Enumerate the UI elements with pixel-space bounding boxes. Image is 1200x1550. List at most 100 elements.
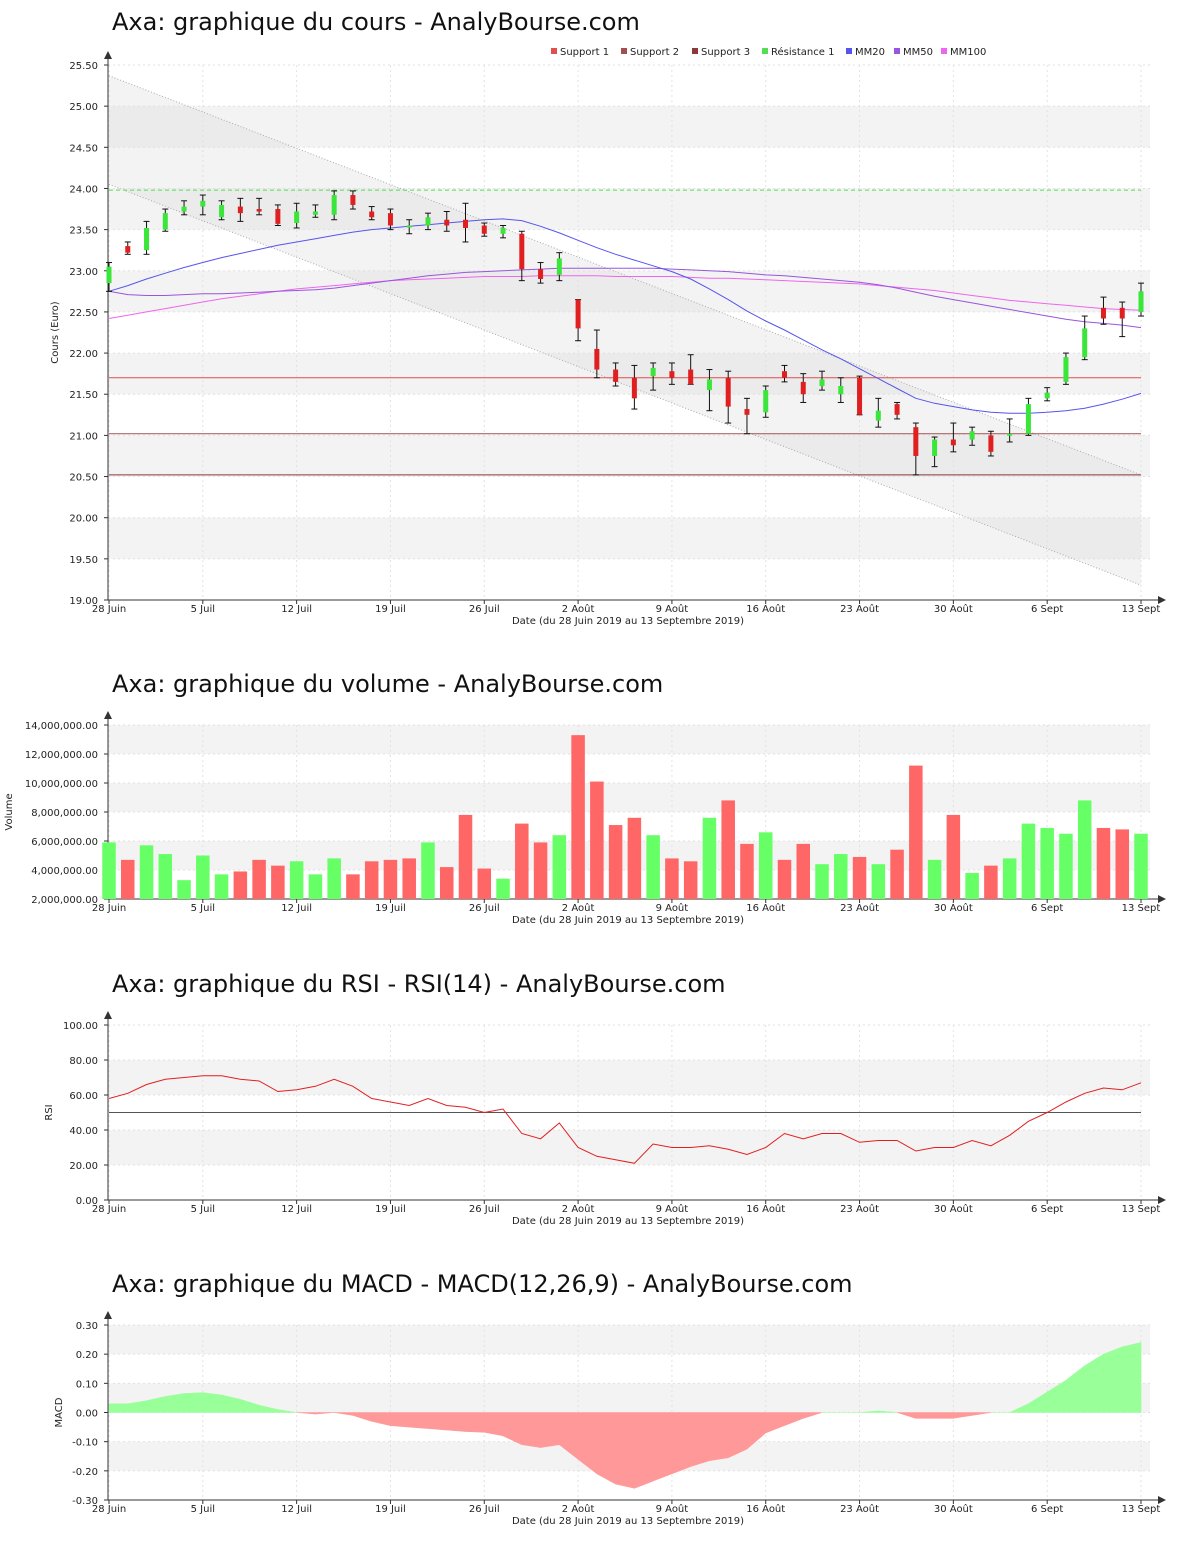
candle-body [1007, 433, 1013, 436]
candle-body [1100, 307, 1106, 319]
x-tick-label: 26 Juil [469, 903, 500, 914]
volume-bar [815, 864, 829, 899]
candle-body [669, 371, 675, 378]
x-tick-label: 28 Juin [92, 1204, 126, 1215]
candle-body [144, 227, 150, 251]
candle-body [913, 427, 919, 456]
candle-body [894, 404, 900, 415]
y-tick-label: 14,000,000.00 [25, 721, 98, 732]
candle-body [387, 213, 393, 226]
volume-bar [533, 842, 548, 899]
x-tick-label: 9 Août [656, 902, 689, 914]
candle-body [1138, 291, 1144, 312]
candle-body [819, 379, 825, 386]
candle-body [519, 233, 525, 270]
x-tick-label: 19 Juil [375, 903, 406, 914]
x-tick-label: 12 Juil [281, 1204, 312, 1215]
y-tick-label: 22.50 [69, 308, 98, 319]
x-tick-label: 16 Août [746, 1203, 785, 1215]
cours-chart: 19.00 19.50 20.00 20.50 21.00 21.50 22.00 22.50… [50, 46, 1166, 627]
volume-bar [777, 859, 792, 899]
y-tick-label: 20.00 [69, 514, 98, 525]
candle-body [631, 377, 637, 399]
candle-body [350, 195, 356, 205]
y-tick-label: 0.30 [76, 1321, 98, 1332]
cours-title: Axa: graphique du cours - AnalyBourse.co… [112, 8, 640, 36]
y-axis-label: MACD [54, 1397, 65, 1427]
candle-body [444, 219, 450, 226]
y-tick-label: 21.50 [69, 390, 98, 401]
grid-band [108, 1325, 1150, 1355]
volume-bar [927, 859, 942, 899]
y-axis-arrow [104, 1011, 112, 1019]
candle-body [219, 204, 225, 218]
x-tick-label: 23 Août [840, 902, 879, 914]
x-tick-label: 13 Sept [1122, 604, 1161, 615]
x-tick-label: 2 Août [562, 1203, 595, 1215]
volume-bar [796, 843, 811, 899]
x-axis-label: Date (du 28 Juin 2019 au 13 Septembre 20… [512, 616, 744, 627]
candle-body [294, 211, 300, 224]
volume-bar [740, 843, 754, 899]
x-tick-label: 5 Juil [191, 1204, 215, 1215]
volume-bar [383, 859, 398, 899]
legend-swatch [846, 48, 852, 54]
legend-swatch [894, 48, 900, 54]
volume-bar [1002, 858, 1017, 899]
candle-body [369, 211, 375, 218]
x-axis-arrow [1158, 596, 1166, 604]
y-tick-label: 25.00 [69, 102, 98, 113]
volume-bar [852, 856, 867, 899]
y-tick-label: 25.50 [69, 61, 98, 72]
volume-bar [421, 842, 435, 899]
candle-body [781, 371, 787, 378]
mm20-line [108, 218, 1142, 414]
y-tick-label: -0.10 [72, 1438, 98, 1449]
candle-body [932, 439, 938, 456]
volume-bar [909, 765, 923, 899]
candle-body [275, 209, 281, 224]
volume-bar [252, 859, 266, 899]
candle-body [575, 299, 581, 329]
candle-body [857, 377, 863, 415]
volume-bar [1134, 833, 1148, 899]
y-tick-label: 19.00 [69, 596, 98, 607]
x-tick-label: 26 Juil [469, 1204, 500, 1215]
x-tick-label: 9 Août [656, 1203, 689, 1215]
x-tick-label: 6 Sept [1031, 1204, 1063, 1215]
volume-bar [233, 871, 248, 899]
x-tick-label: 2 Août [562, 902, 595, 914]
y-tick-label: 8,000,000.00 [31, 808, 98, 819]
legend-swatch [941, 48, 947, 54]
x-axis-label: Date (du 28 Juin 2019 au 13 Septembre 20… [512, 1516, 744, 1527]
x-tick-label: 6 Sept [1031, 604, 1063, 615]
x-tick-label: 16 Août [746, 902, 785, 914]
x-tick-label: 28 Juin [92, 903, 126, 914]
candle-body [200, 200, 206, 207]
grid-band [108, 353, 1150, 395]
candle-body [125, 246, 131, 253]
x-tick-label: 9 Août [656, 603, 689, 615]
y-axis-arrow [104, 1311, 112, 1319]
candle-body [1044, 392, 1050, 399]
volume-bar [289, 861, 304, 899]
volume-bar [496, 878, 510, 899]
volume-bar [271, 865, 285, 899]
y-tick-label: 24.00 [69, 184, 98, 195]
x-axis-label: Date (du 28 Juin 2019 au 13 Septembre 20… [512, 1216, 744, 1227]
volume-bar [1059, 833, 1073, 899]
volume-bar [834, 854, 848, 899]
candle-body [969, 431, 975, 440]
x-tick-label: 13 Sept [1122, 1204, 1161, 1215]
y-axis-arrow [104, 51, 112, 59]
y-tick-label: 24.50 [69, 143, 98, 154]
candle-body [500, 227, 506, 234]
rsi-title: Axa: graphique du RSI - RSI(14) - AnalyB… [112, 970, 726, 998]
legend-swatch [762, 48, 768, 54]
volume-panel: Axa: graphique du volume - AnalyBourse.c… [0, 640, 1200, 940]
y-tick-label: 22.00 [69, 349, 98, 360]
volume-bar [439, 867, 454, 899]
y-tick-label: 80.00 [69, 1056, 98, 1067]
volume-bar [1096, 827, 1111, 899]
x-tick-label: 26 Juil [469, 604, 500, 615]
